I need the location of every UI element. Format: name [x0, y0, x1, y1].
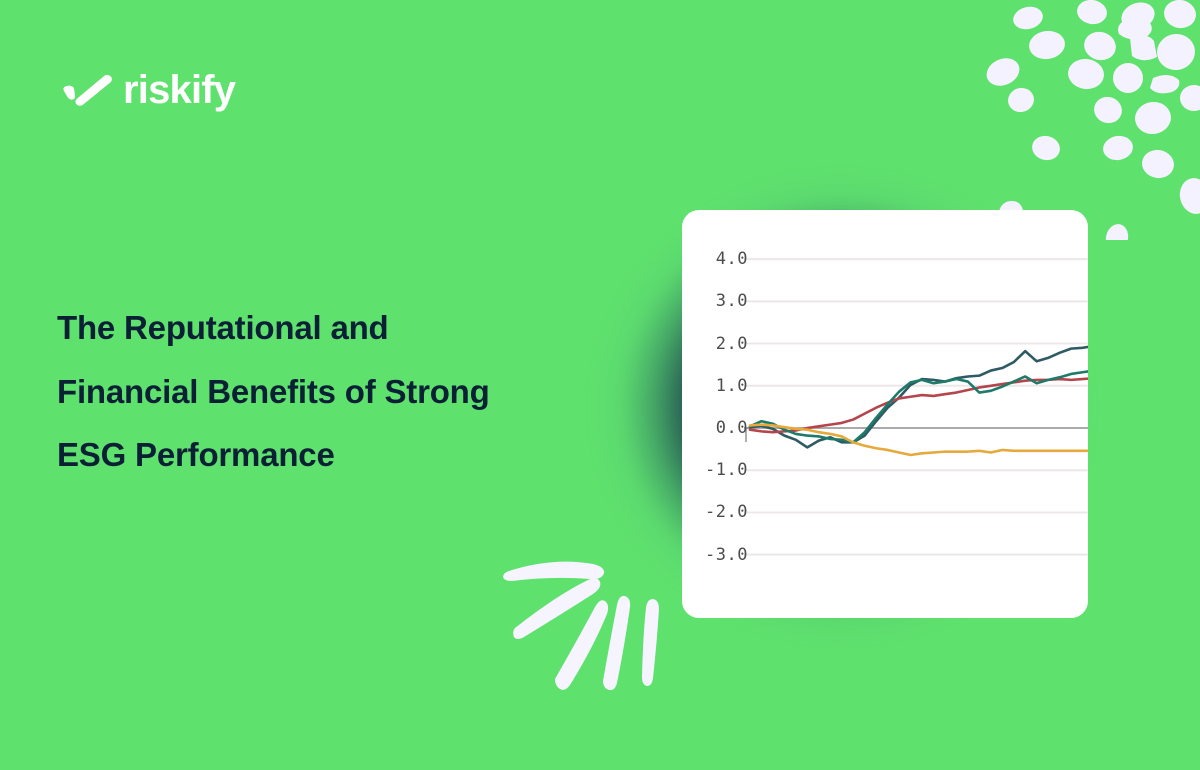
y-axis-tick-label: 2.0	[715, 333, 748, 354]
y-axis-tick-label: 0.0	[715, 418, 748, 438]
page-title-line-1: The Reputational and	[57, 309, 389, 346]
y-axis-tick-label: 4.0	[715, 249, 748, 270]
chart-canvas	[744, 258, 1088, 556]
decorative-fan-strokes	[503, 561, 659, 690]
y-axis-tick-label: -2.0	[705, 502, 748, 523]
brand-logo[interactable]: riskify	[62, 68, 236, 112]
y-axis-tick-label: -1.0	[705, 460, 748, 481]
line-chart: 4.0 3.0 2.0 1.0 0.0 -1.0 -2.0 -3.0	[682, 210, 1088, 618]
decorative-dot-cluster	[986, 0, 1200, 240]
page-title-line-2: Financial Benefits of Strong	[57, 372, 490, 410]
page-title-line-3: ESG Performance	[57, 436, 335, 474]
y-axis-tick-label: -3.0	[705, 544, 748, 565]
check-swoosh-icon	[63, 74, 112, 106]
chart-card: 4.0 3.0 2.0 1.0 0.0 -1.0 -2.0 -3.0	[682, 210, 1088, 618]
y-axis-tick-label: 3.0	[715, 291, 748, 312]
chart-line-series-amber	[748, 423, 1088, 457]
y-axis-tick-label: 1.0	[715, 375, 748, 396]
chart-line-series-red	[748, 377, 1088, 434]
page-title: The Reputational and Financial Benefits …	[57, 296, 617, 487]
chart-line-series-teal	[748, 370, 1088, 444]
brand-name: riskify	[123, 68, 236, 112]
